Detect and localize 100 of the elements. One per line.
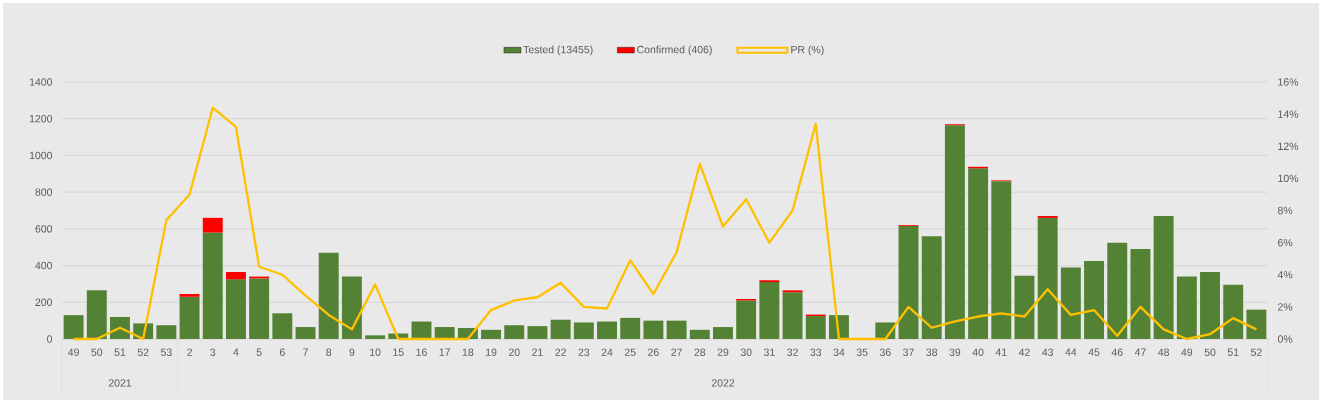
x-tick-label: 24 — [601, 348, 613, 356]
x-tick-label: 39 — [949, 348, 961, 356]
x-tick-label: 3 — [210, 348, 216, 356]
y-tick-label: 0 — [47, 335, 53, 343]
y2-tick-label: 2% — [1278, 303, 1293, 311]
x-tick-label: 37 — [903, 348, 914, 356]
bar — [272, 313, 293, 339]
x-tick-label: 52 — [1250, 348, 1262, 356]
legend-label: PR (%) — [791, 45, 824, 56]
x-tick-label: 19 — [486, 348, 497, 356]
x-tick-label: 25 — [624, 348, 636, 356]
bar — [620, 317, 641, 339]
bar — [295, 327, 316, 339]
x-tick-label: 5 — [256, 348, 262, 356]
bar — [1223, 284, 1244, 339]
bar — [805, 316, 826, 339]
x-tick-label: 28 — [694, 348, 706, 356]
x-tick-label: 26 — [648, 348, 659, 356]
y2-tick-label: 12% — [1278, 142, 1299, 150]
bar — [1246, 309, 1267, 339]
x-tick-label: 8 — [326, 348, 332, 356]
x-tick-label: 43 — [1042, 348, 1054, 356]
x-tick-label: 21 — [532, 348, 543, 356]
bar — [179, 296, 200, 339]
bar — [736, 300, 757, 339]
bar — [759, 282, 780, 339]
x-tick-label: 23 — [578, 348, 590, 356]
y2-tick-label: 4% — [1277, 271, 1293, 279]
bar — [921, 236, 942, 339]
x-tick-label: 44 — [1065, 348, 1077, 356]
bar — [86, 290, 107, 339]
y-tick-label: 800 — [35, 188, 53, 196]
y2-tick-label: 6% — [1278, 238, 1293, 247]
bar — [1037, 217, 1058, 339]
bar — [1107, 242, 1128, 339]
bar — [318, 252, 339, 339]
legend-label: Confirmed (406) — [637, 45, 712, 56]
x-tick-label: 22 — [555, 348, 566, 356]
x-tick-label: 30 — [740, 348, 752, 356]
bar — [944, 125, 965, 339]
x-tick-label: 10 — [370, 348, 381, 356]
bar — [202, 232, 223, 339]
x-tick-label: 48 — [1158, 348, 1170, 356]
bar — [63, 315, 84, 339]
bar — [179, 294, 200, 297]
bar — [1153, 216, 1174, 339]
x-tick-label: 31 — [763, 348, 775, 356]
y-tick-label: 200 — [35, 298, 53, 307]
x-tick-label: 53 — [160, 348, 172, 356]
y-tick-label: 1200 — [29, 115, 53, 123]
x-tick-label: 49 — [1181, 348, 1193, 356]
x-tick-label: 45 — [1088, 348, 1100, 356]
x-tick-label: 29 — [717, 348, 729, 356]
x-tick-label: 20 — [508, 348, 520, 356]
y2-tick-label: 14% — [1278, 110, 1299, 118]
bar — [991, 181, 1012, 339]
x-tick-label: 46 — [1111, 348, 1123, 356]
y-tick-label: 1400 — [29, 78, 53, 86]
bar — [968, 168, 989, 339]
bar — [1176, 276, 1197, 339]
bar — [1014, 275, 1035, 339]
x-tick-label: 49 — [67, 348, 79, 356]
x-tick-label: 15 — [393, 348, 404, 356]
x-tick-label: 52 — [137, 348, 149, 356]
y-tick-label: 400 — [35, 261, 53, 270]
bar — [597, 321, 617, 339]
legend-label: Tested (13455) — [523, 45, 593, 56]
bar — [573, 322, 594, 339]
bar — [1200, 272, 1220, 339]
text: 2022 — [711, 379, 735, 387]
x-tick-label: 18 — [462, 348, 474, 356]
y-tick-label: 1000 — [29, 151, 53, 160]
x-tick-label: 33 — [810, 348, 822, 356]
y2-tick-label: 0% — [1277, 335, 1293, 343]
bar — [341, 276, 362, 339]
y2-tick-label: 10% — [1278, 174, 1299, 183]
x-tick-label: 51 — [1227, 348, 1239, 356]
x-tick-label: 40 — [972, 348, 984, 356]
x-tick-label: 4 — [233, 348, 239, 356]
bar — [249, 278, 270, 339]
x-tick-label: 9 — [349, 348, 355, 356]
x-tick-label: 2 — [187, 348, 192, 356]
bar — [643, 320, 664, 339]
bar — [365, 335, 386, 339]
bar — [434, 327, 455, 339]
x-tick-label: 51 — [114, 348, 126, 356]
bar — [898, 226, 919, 339]
bar — [156, 325, 177, 339]
text: 2021 — [108, 379, 132, 387]
x-tick-label: 7 — [303, 348, 308, 356]
x-tick-label: 32 — [787, 348, 798, 356]
bar — [225, 279, 246, 339]
y2-tick-label: 8% — [1277, 206, 1293, 215]
bar — [689, 329, 710, 339]
x-tick-label: 27 — [671, 348, 682, 356]
x-tick-label: 35 — [856, 348, 868, 356]
x-tick-label: 17 — [439, 348, 450, 356]
x-tick-label: 16 — [416, 348, 427, 356]
bar — [481, 329, 502, 339]
bar — [782, 292, 803, 339]
